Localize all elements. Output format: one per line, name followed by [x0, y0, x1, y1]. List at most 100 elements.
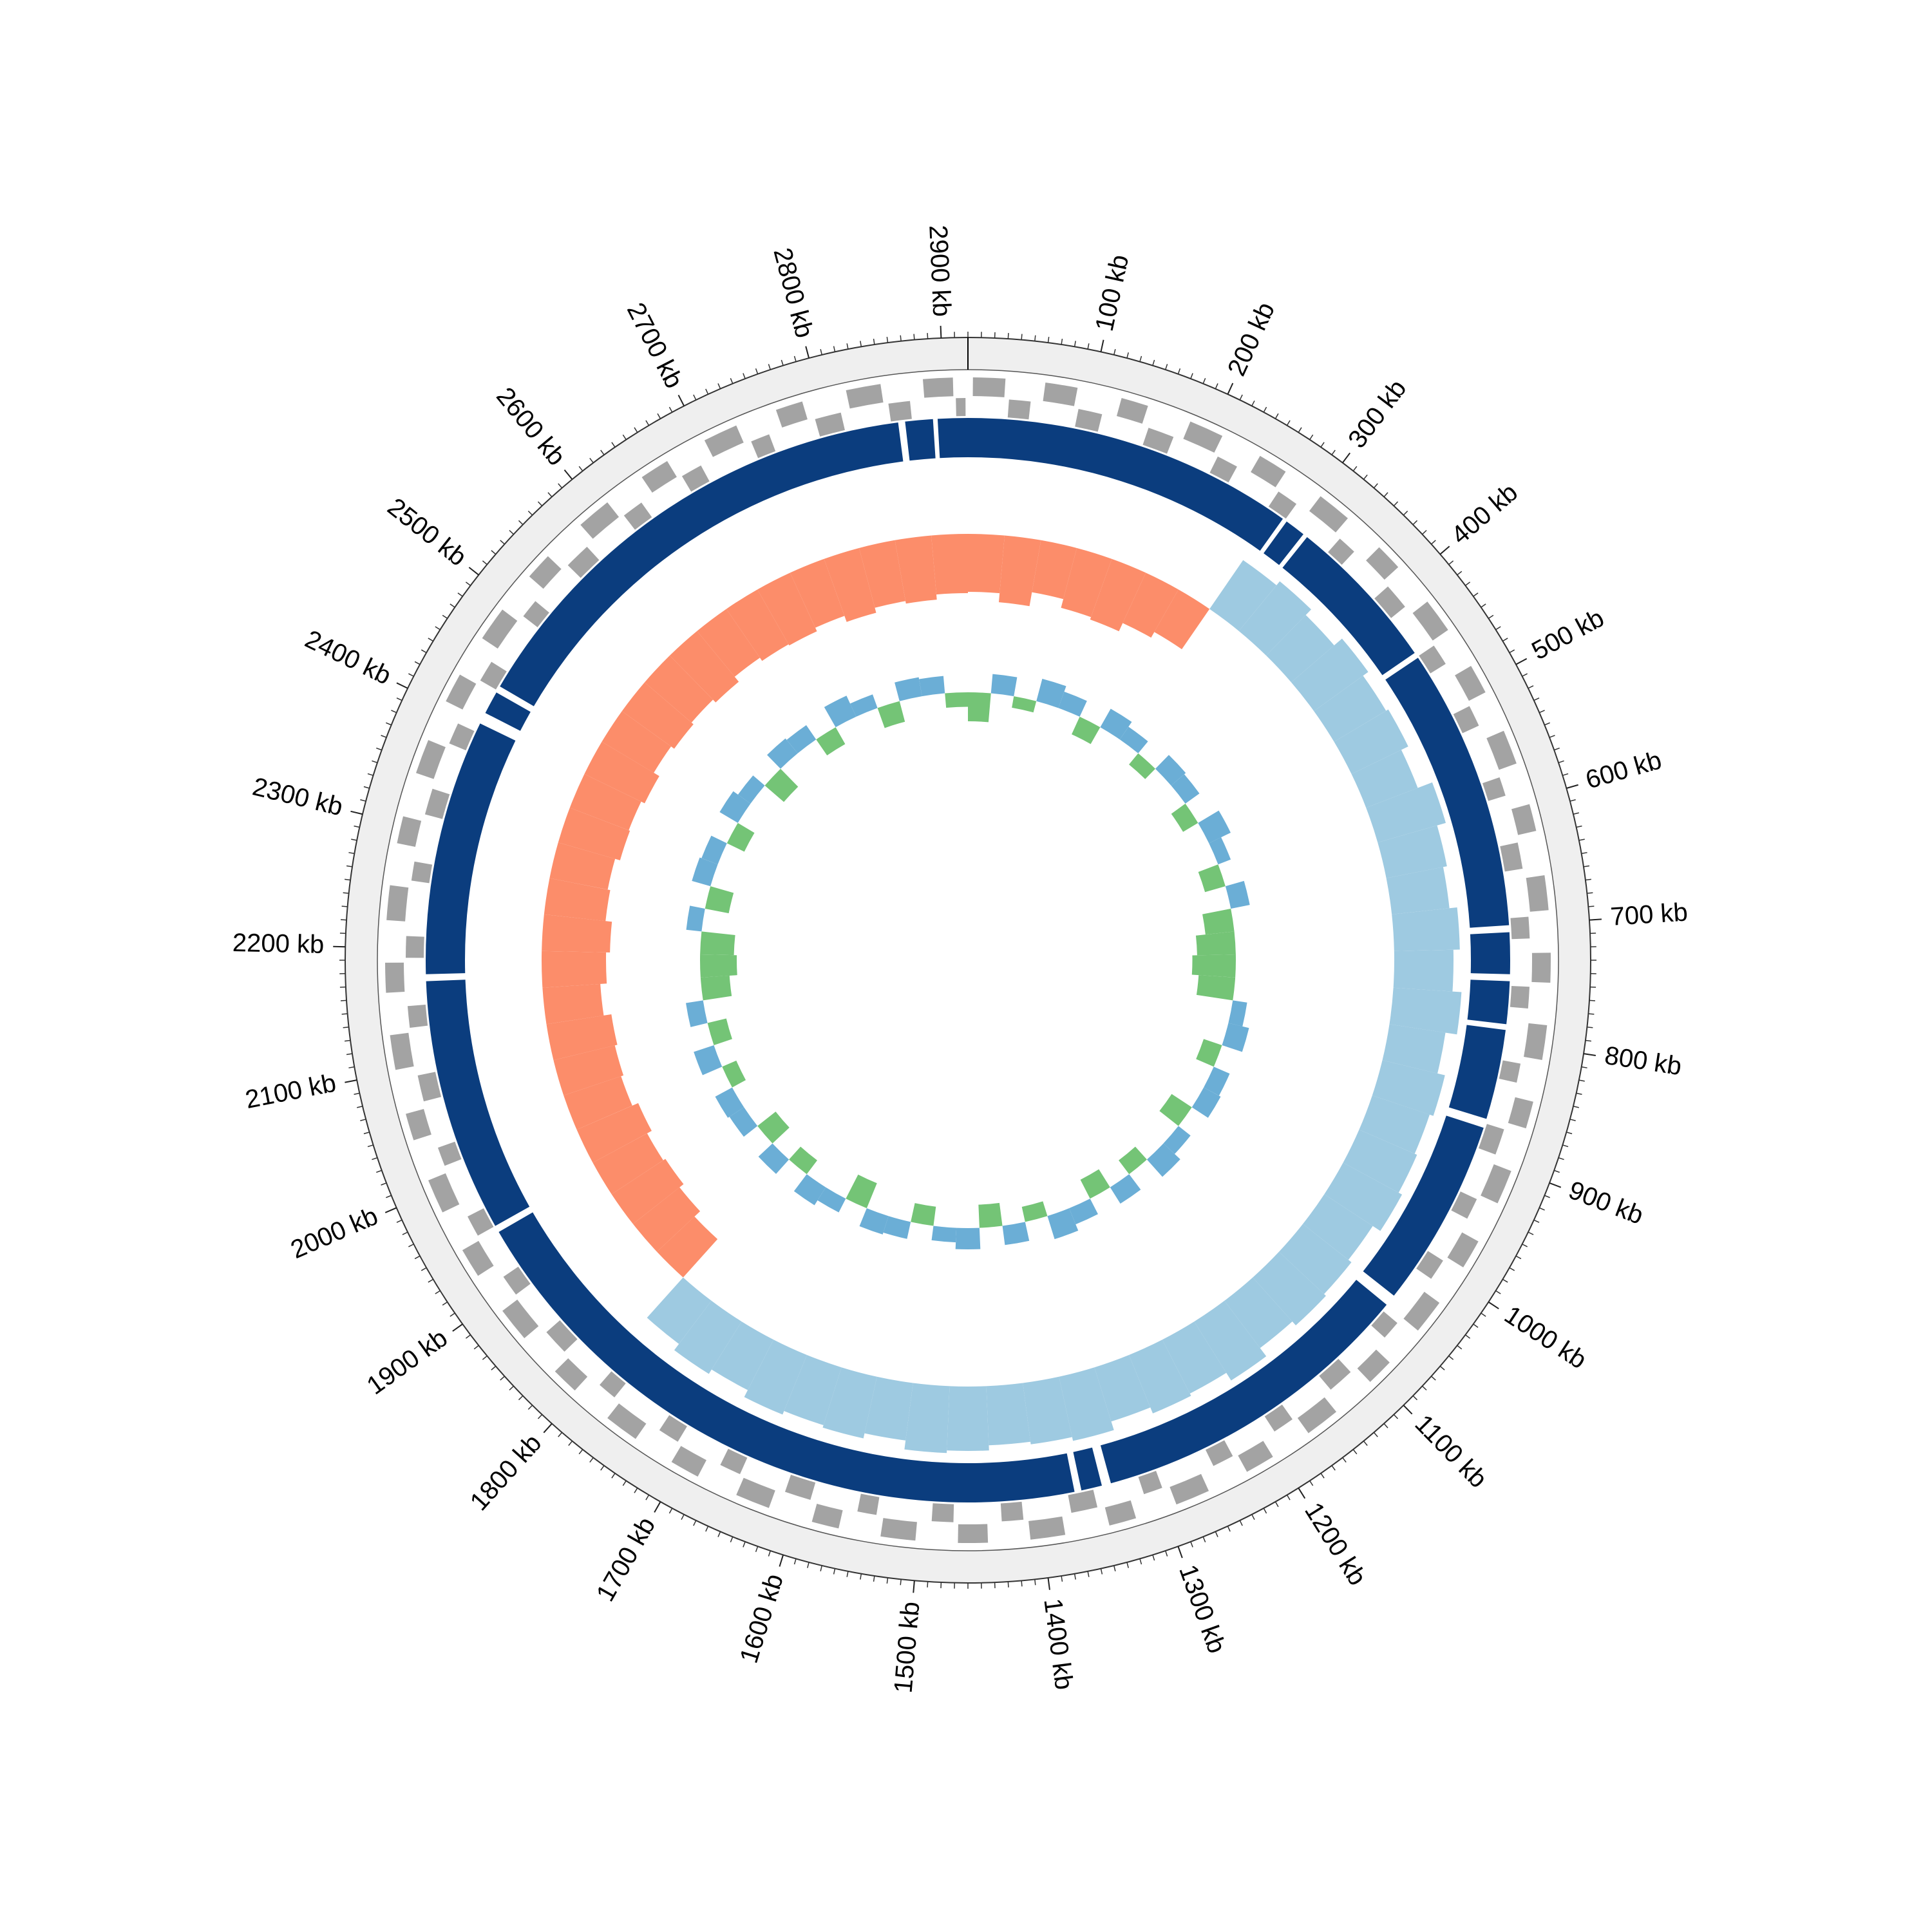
gene-feature: [482, 609, 518, 649]
minor-tick: [1087, 343, 1090, 350]
gene-feature: [846, 384, 884, 409]
minor-tick: [1007, 332, 1009, 339]
tick-label: 2200 kb: [232, 929, 324, 959]
minor-tick: [600, 450, 605, 455]
minor-tick: [730, 1537, 734, 1542]
minor-tick: [589, 1457, 594, 1463]
gc-skew-bin: [1351, 750, 1418, 808]
gc-content-bin: [686, 1000, 708, 1027]
minor-tick: [1087, 1571, 1090, 1577]
minor-tick: [1544, 722, 1550, 726]
gc-content-bin: [1163, 1126, 1191, 1154]
minor-tick: [381, 1182, 387, 1186]
gene-feature: [857, 1493, 880, 1515]
tick-label: 2000 kb: [287, 1202, 382, 1264]
gc-content-bin: [911, 1203, 936, 1226]
minor-tick: [807, 1562, 810, 1568]
minor-tick: [372, 1157, 378, 1160]
gc-skew-bin: [1238, 581, 1311, 656]
minor-tick: [1165, 1550, 1168, 1557]
minor-tick: [1569, 799, 1576, 802]
minor-tick: [1274, 413, 1279, 419]
minor-tick: [578, 466, 583, 471]
minor-tick: [428, 1278, 433, 1283]
contig-segment: [1363, 1115, 1484, 1296]
major-tick: [1403, 1405, 1413, 1415]
minor-tick: [558, 483, 563, 489]
gc-content-bin: [1191, 954, 1236, 978]
gc-skew-bin: [864, 1376, 913, 1441]
minor-tick: [482, 560, 488, 565]
contig-segment: [1467, 980, 1510, 1025]
gc-content-bin: [1159, 1094, 1192, 1126]
gc-skew-bin: [558, 808, 630, 860]
tick-label: 1600 kb: [735, 1571, 789, 1667]
minor-tick: [345, 1039, 351, 1042]
minor-tick: [1578, 838, 1585, 841]
minor-tick: [1152, 1555, 1155, 1561]
minor-tick: [873, 338, 875, 345]
gene-feature: [1043, 383, 1078, 406]
gc-content-bin: [931, 1226, 957, 1243]
minor-tick: [348, 1066, 355, 1068]
gc-skew-bin: [542, 983, 604, 1025]
gc-content-bin: [692, 857, 718, 887]
gene-feature: [523, 601, 549, 627]
gene-feature: [1309, 496, 1348, 533]
minor-tick: [600, 1465, 605, 1471]
gc-skew-bin: [1122, 573, 1179, 638]
minor-tick: [1481, 603, 1486, 608]
major-tick: [384, 1207, 397, 1213]
gc-content-bin: [978, 1202, 1003, 1228]
minor-tick: [396, 697, 402, 701]
minor-tick: [1583, 865, 1590, 867]
tick-label: 700 kb: [1609, 898, 1689, 931]
minor-tick: [1473, 1323, 1479, 1328]
minor-tick: [645, 1495, 650, 1501]
gene-feature: [1478, 1124, 1504, 1155]
gene-feature: [1000, 1501, 1024, 1522]
minor-tick: [1528, 1231, 1534, 1235]
major-tick: [1589, 918, 1602, 921]
tick-label: 500 kb: [1527, 603, 1609, 665]
minor-tick: [442, 614, 448, 619]
gene-feature: [1403, 1291, 1440, 1331]
gc-content-bin: [1198, 810, 1231, 844]
gc-content-bin: [895, 677, 922, 701]
gc-skew-bin: [1061, 547, 1112, 618]
major-tick: [1227, 383, 1234, 395]
minor-tick: [622, 1480, 627, 1486]
minor-tick: [1587, 1027, 1593, 1028]
gene-feature: [554, 1358, 588, 1391]
minor-tick: [873, 1575, 875, 1582]
gene-feature: [1526, 875, 1549, 912]
gene-feature: [1366, 547, 1399, 580]
gene-feature: [406, 936, 424, 958]
gene-feature: [1170, 1473, 1209, 1505]
major-tick: [1177, 1546, 1183, 1558]
minor-tick: [1215, 1531, 1218, 1537]
minor-tick: [1533, 697, 1540, 701]
gene-feature: [1251, 455, 1286, 488]
gene-feature: [1481, 1164, 1511, 1204]
minor-tick: [1431, 540, 1436, 545]
gc-content-bin: [1021, 1201, 1048, 1222]
gc-skew-bin: [1209, 560, 1277, 631]
minor-tick: [693, 394, 697, 401]
minor-tick: [408, 673, 414, 677]
minor-tick: [500, 1376, 505, 1381]
minor-tick: [1034, 1579, 1036, 1586]
gc-skew-bin: [1343, 1130, 1417, 1193]
minor-tick: [491, 1365, 497, 1370]
minor-tick: [1113, 349, 1116, 355]
gene-feature: [671, 1446, 706, 1477]
minor-tick: [1464, 1334, 1471, 1339]
gc-skew-bin: [1389, 987, 1462, 1035]
minor-tick: [1139, 355, 1142, 362]
gene-feature: [1416, 1251, 1443, 1279]
minor-tick: [1549, 735, 1555, 738]
minor-tick: [340, 999, 347, 1001]
gene-feature: [385, 962, 405, 993]
minor-tick: [1342, 1457, 1347, 1463]
